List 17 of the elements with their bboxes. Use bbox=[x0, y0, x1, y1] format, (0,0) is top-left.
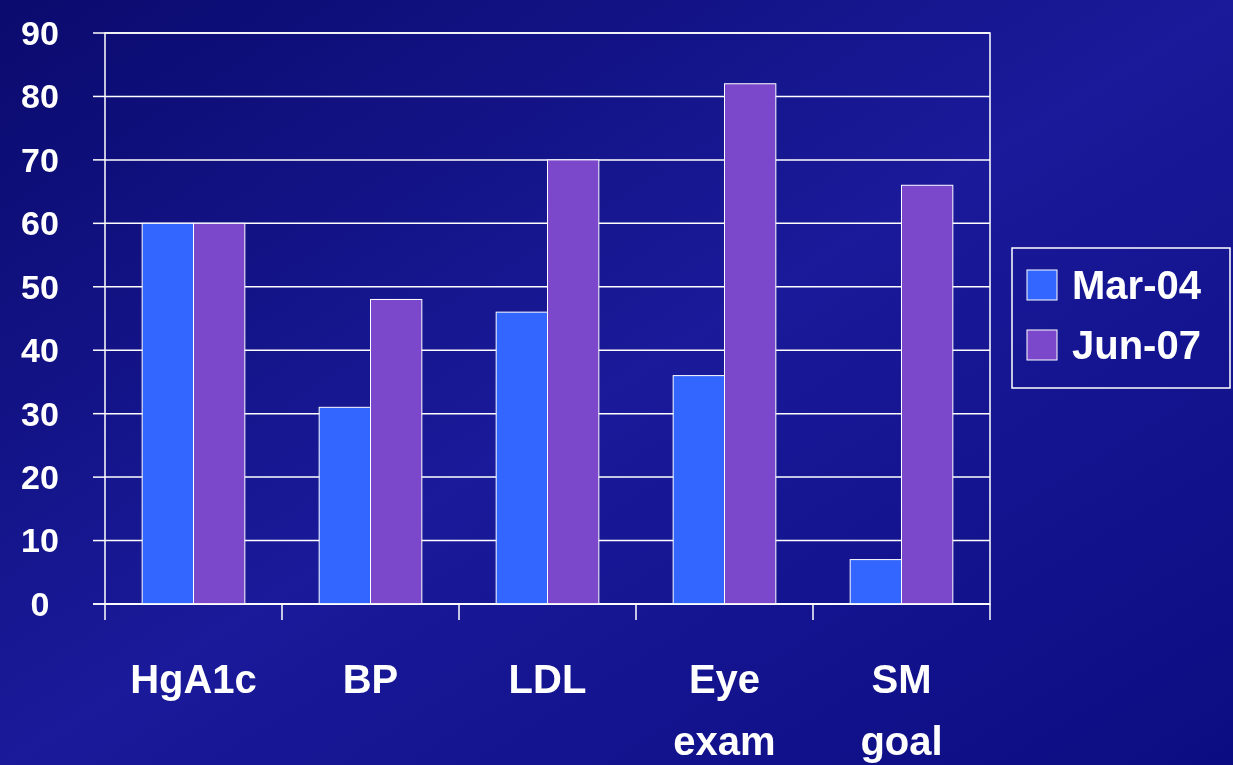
y-tick-label: 70 bbox=[21, 140, 59, 179]
x-tick-label: SM goal bbox=[860, 657, 943, 763]
y-tick-label: 20 bbox=[21, 458, 59, 497]
y-tick-label: 30 bbox=[21, 394, 59, 433]
y-tick-label: 90 bbox=[21, 13, 59, 52]
x-tick-label: HgA1c bbox=[130, 657, 257, 701]
y-tick-label: 10 bbox=[21, 521, 59, 560]
legend-label: Jun-07 bbox=[1072, 323, 1201, 367]
legend-label: Mar-04 bbox=[1072, 263, 1202, 307]
y-tick-label: 50 bbox=[21, 267, 59, 306]
x-tick-label: LDL bbox=[508, 657, 587, 701]
y-tick-label: 80 bbox=[21, 77, 59, 116]
y-tick-label: 0 bbox=[30, 584, 50, 623]
x-tick-label: Eye exam bbox=[673, 657, 776, 763]
x-tick-label: BP bbox=[342, 657, 399, 701]
y-tick-label: 40 bbox=[21, 331, 59, 370]
y-tick-label: 60 bbox=[21, 204, 59, 243]
